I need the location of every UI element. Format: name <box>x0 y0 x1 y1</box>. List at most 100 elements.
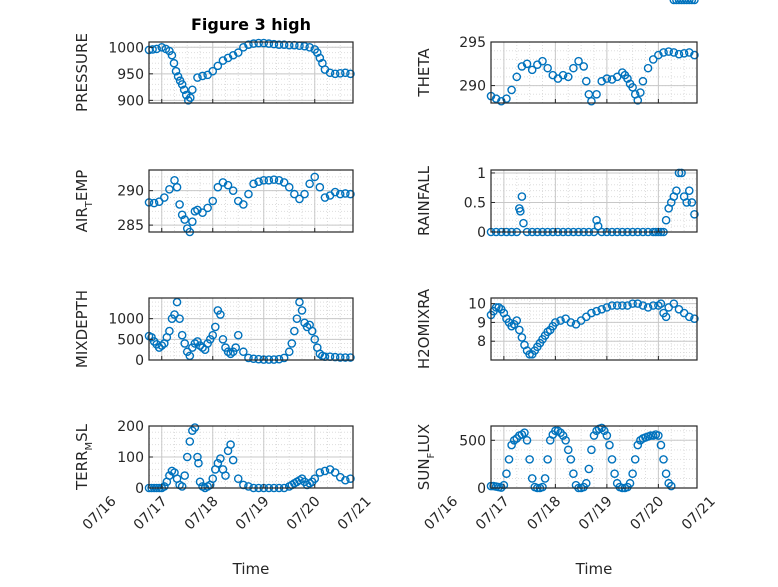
data-point <box>602 431 612 440</box>
data-point <box>216 310 225 319</box>
data-point <box>690 0 699 5</box>
data-point <box>295 194 304 204</box>
data-point <box>581 76 591 86</box>
data-point <box>630 455 640 464</box>
figure-title: Figure 3 high <box>191 15 311 34</box>
data-point <box>292 314 302 323</box>
data-point <box>305 179 314 189</box>
data-point <box>341 68 350 78</box>
data-point <box>310 335 320 344</box>
data-point <box>341 475 350 485</box>
data-point <box>569 63 578 73</box>
y-tick-label: 100 <box>117 450 144 466</box>
data-point <box>690 314 699 323</box>
data-point <box>346 69 355 79</box>
axes-box <box>490 297 698 361</box>
axes-box <box>148 41 354 104</box>
data-point <box>315 468 325 477</box>
data-point <box>198 343 207 352</box>
data-point <box>274 354 284 364</box>
data-point <box>677 168 686 178</box>
data-point <box>648 55 658 64</box>
data-point <box>684 0 694 5</box>
data-point <box>491 303 501 312</box>
subplot-rainfall: 0 0.5 1 RAINFALL <box>415 165 699 241</box>
data-point <box>290 189 299 199</box>
data-point <box>284 347 294 357</box>
data-point <box>325 68 335 78</box>
data-point <box>636 88 645 97</box>
data-point <box>239 200 248 209</box>
data-point <box>269 175 279 184</box>
data-point <box>167 50 177 60</box>
data-point <box>512 316 522 325</box>
data-point <box>687 198 697 207</box>
data-point <box>165 184 174 194</box>
data-point <box>210 322 220 332</box>
data-point <box>633 440 643 450</box>
data-point <box>669 48 679 57</box>
x-tick-label: 07/20 <box>284 494 324 534</box>
data-point <box>669 299 679 308</box>
data-point <box>664 47 673 56</box>
data-point <box>612 301 622 310</box>
data-point <box>259 176 269 185</box>
y-tick-label: 10 <box>468 297 486 313</box>
data-point <box>159 482 169 491</box>
data-point <box>193 73 202 82</box>
data-point <box>180 471 189 480</box>
data-point <box>682 0 691 5</box>
data-point <box>656 299 666 308</box>
subplot-theta: 290 295 THETA <box>415 35 699 106</box>
data-point <box>175 200 184 209</box>
y-tick-label: 500 <box>459 433 486 449</box>
data-point <box>574 56 583 66</box>
data-point <box>233 48 243 57</box>
data-point <box>203 203 212 213</box>
y-tick-label: 1000 <box>108 312 144 328</box>
axes-box <box>490 425 698 489</box>
data-point <box>566 455 576 464</box>
data-point <box>674 0 684 5</box>
data-point <box>654 431 663 440</box>
data-point <box>223 180 233 190</box>
data-point <box>587 445 596 455</box>
subplot-air-temp: 285 290 AIRTEMP <box>73 169 355 237</box>
data-point <box>165 46 174 56</box>
data-point <box>610 469 619 478</box>
data-point <box>249 39 258 48</box>
data-point <box>198 71 207 81</box>
data-point <box>226 440 235 449</box>
data-point <box>628 469 637 478</box>
data-point <box>600 426 609 436</box>
data-point <box>618 68 627 77</box>
data-point <box>226 349 235 359</box>
data-point <box>502 469 511 478</box>
data-point <box>592 215 601 225</box>
subplot-pressure: 900 950 1000 PRESSURE <box>73 33 355 112</box>
data-point <box>330 468 340 477</box>
data-point <box>228 455 238 465</box>
data-point <box>633 96 643 105</box>
y-axis-label: THETA <box>415 48 433 98</box>
x-tick-label: 07/19 <box>576 494 616 534</box>
data-point <box>194 458 203 468</box>
x-tick-label: 07/16 <box>421 493 461 533</box>
y-axis-label: SUNFLUX <box>415 424 437 490</box>
data-point <box>198 208 207 218</box>
data-point <box>346 353 355 362</box>
data-point <box>279 40 289 49</box>
data-point <box>335 189 345 199</box>
data-point <box>259 38 269 48</box>
data-point <box>587 308 596 318</box>
data-point <box>177 482 187 491</box>
data-point <box>269 39 279 49</box>
data-point <box>556 316 565 325</box>
data-point <box>244 40 253 49</box>
data-point <box>173 72 183 81</box>
data-point <box>274 40 284 49</box>
data-point <box>190 423 200 432</box>
data-point <box>682 198 692 207</box>
data-point <box>669 0 679 5</box>
data-point <box>674 49 684 59</box>
